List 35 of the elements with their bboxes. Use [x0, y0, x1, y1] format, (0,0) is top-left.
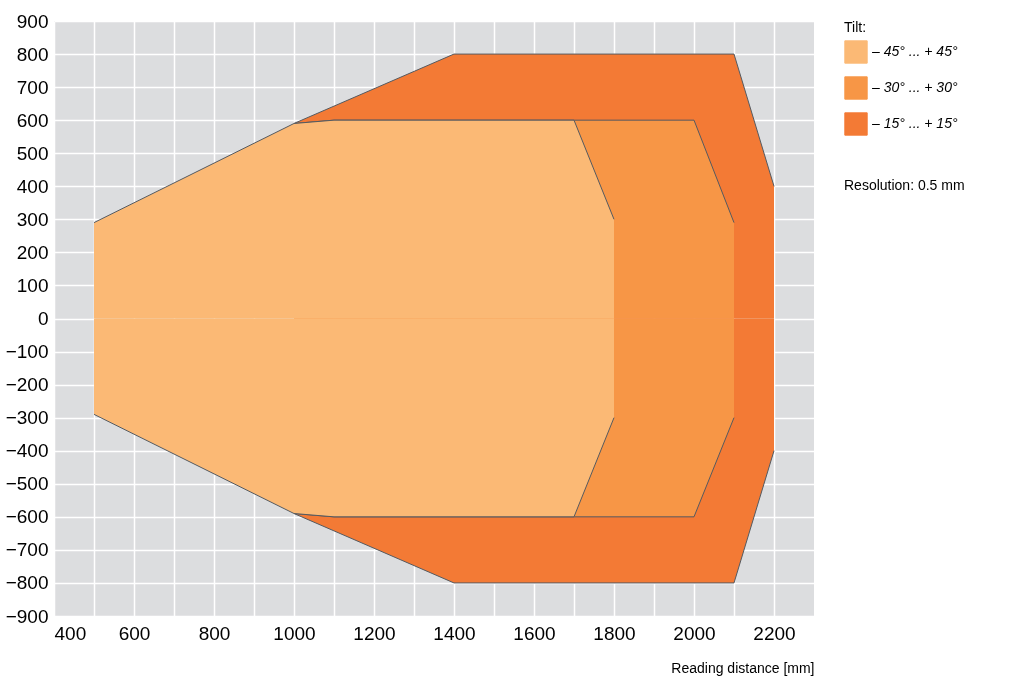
text: Resolution: 0.5 mm — [844, 177, 965, 193]
y-tick-label: −300 — [5, 407, 49, 429]
x-tick-label: 2200 — [753, 622, 796, 644]
x-tick-label: 600 — [118, 622, 151, 644]
y-tick-label: 100 — [16, 274, 49, 296]
x-tick-label: 1000 — [273, 622, 316, 644]
x-tick-label: 1600 — [513, 622, 556, 644]
x-tick-label: 1200 — [353, 622, 396, 644]
x-tick-label: 400 — [54, 622, 87, 644]
y-tick-label: 700 — [16, 76, 49, 98]
y-tick-label: 500 — [16, 142, 49, 164]
y-tick-label: 600 — [16, 109, 49, 131]
legend-label: – 45° ... + 45° — [871, 43, 958, 59]
y-tick-label: −200 — [5, 374, 49, 396]
y-tick-label: 900 — [16, 10, 49, 32]
y-tick-label: −500 — [5, 473, 49, 495]
x-tick-label: 1800 — [593, 622, 636, 644]
legend-label: – 30° ... + 30° — [871, 79, 958, 95]
y-tick-label: 800 — [16, 43, 49, 65]
legend-label: – 15° ... + 15° — [871, 115, 958, 131]
y-tick-label: 300 — [16, 208, 49, 230]
x-axis-title: Reading distance [mm] — [671, 659, 815, 676]
y-tick-label: 0 — [37, 308, 49, 329]
x-tick-label: 1400 — [433, 622, 476, 644]
y-tick-label: −700 — [5, 539, 49, 561]
y-tick-label: −400 — [5, 440, 49, 462]
legend-title: Tilt: — [844, 19, 867, 35]
x-tick-label: 2000 — [673, 622, 716, 644]
y-tick-label: −100 — [5, 341, 49, 363]
x-tick-label: 800 — [198, 622, 231, 644]
y-tick-label: −800 — [5, 572, 49, 594]
y-tick-label: 400 — [16, 175, 49, 197]
y-tick-label: −600 — [5, 506, 49, 528]
y-tick-label: −900 — [5, 605, 49, 627]
y-tick-label: 200 — [16, 241, 49, 263]
